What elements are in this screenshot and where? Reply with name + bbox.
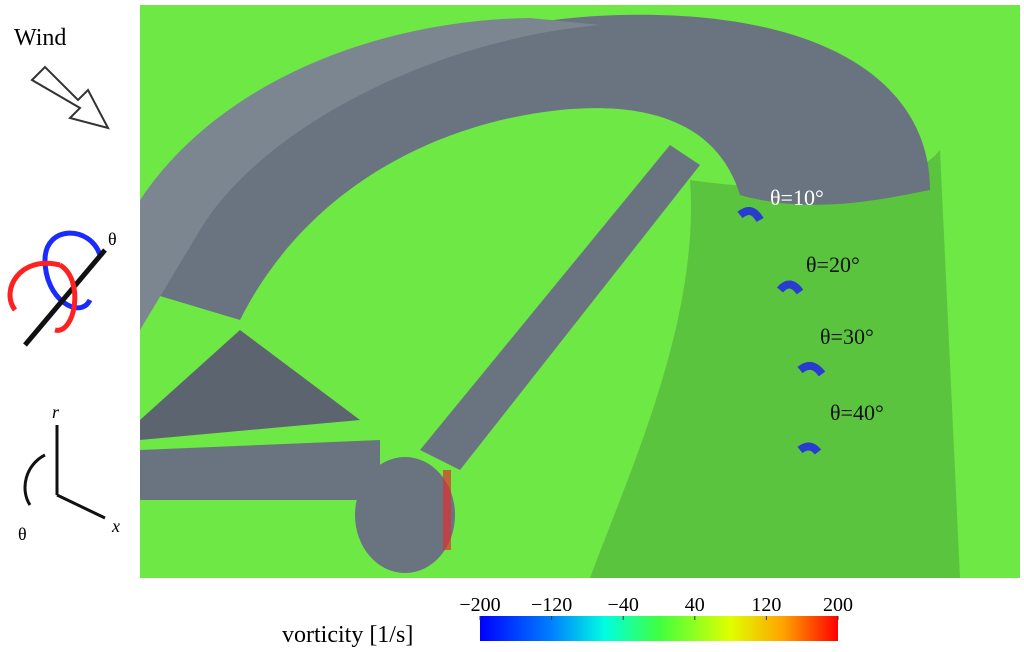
axis-r: r xyxy=(52,402,60,422)
colorbar-tick-label: −120 xyxy=(531,594,572,616)
colorbar-tick-label: 120 xyxy=(751,594,781,616)
colorbar-label: vorticity [1/s] xyxy=(282,622,413,648)
blade xyxy=(140,440,380,500)
tip-vane-edge xyxy=(140,18,600,330)
wake-surface xyxy=(590,150,960,578)
wind-label: Wind xyxy=(14,25,66,51)
colorbar xyxy=(480,616,838,641)
angle-label: θ=30° xyxy=(820,324,874,349)
flow-view xyxy=(140,5,1020,578)
colorbar-tick-label: −200 xyxy=(459,594,500,616)
axis-theta: θ xyxy=(18,524,27,544)
colorbar-tick-label: 200 xyxy=(823,594,853,616)
hub xyxy=(355,457,455,573)
rotation-axis xyxy=(23,248,107,347)
vortex-cores xyxy=(737,207,826,455)
colorbar-tick-label: −40 xyxy=(608,594,639,616)
angle-label: θ=10° xyxy=(770,185,824,210)
hub-vorticity xyxy=(443,470,451,550)
rotation-icon-red xyxy=(7,260,78,333)
axes-icon xyxy=(23,425,106,520)
angle-label: θ=40° xyxy=(830,400,884,425)
blade xyxy=(420,145,700,470)
angle-label: θ=20° xyxy=(806,252,860,277)
nacelle xyxy=(140,330,360,440)
axis-x: x xyxy=(111,516,120,536)
wind-arrow xyxy=(30,65,110,130)
rotation-theta: θ xyxy=(108,229,117,249)
colorbar-tick-label: 40 xyxy=(685,594,705,616)
